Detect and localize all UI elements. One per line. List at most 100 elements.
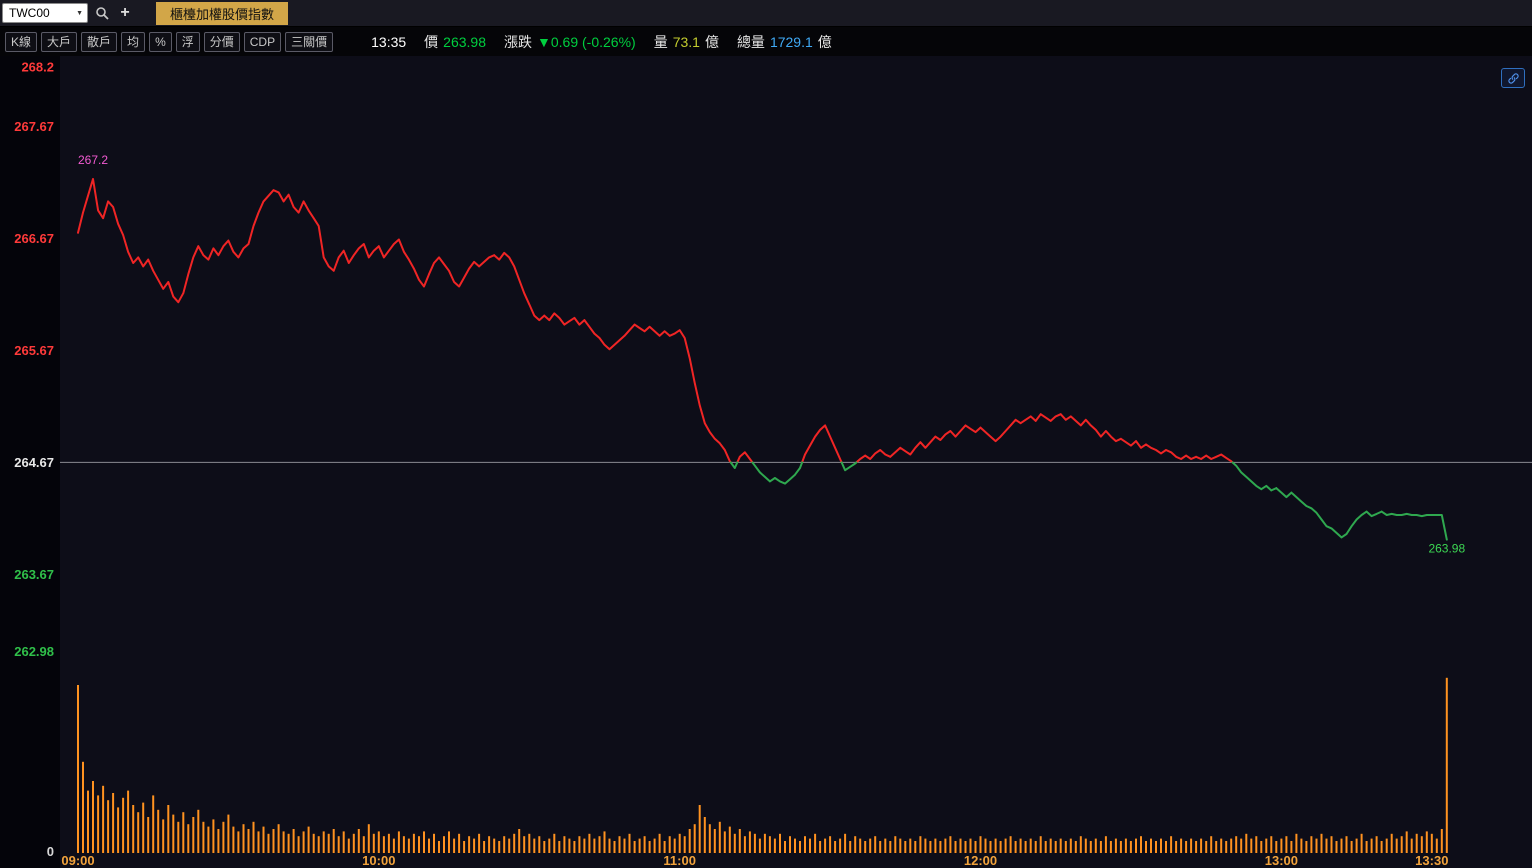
annotation-high: 267.2 bbox=[78, 153, 108, 167]
volume-label: 量 bbox=[653, 33, 668, 50]
volume-bar bbox=[488, 836, 491, 853]
volume-bar bbox=[794, 838, 796, 853]
volume-bar bbox=[127, 790, 130, 853]
volume-bar bbox=[217, 829, 220, 853]
volume-bar bbox=[969, 838, 972, 853]
volume-bar bbox=[1129, 841, 1132, 853]
volume-bar bbox=[1420, 836, 1423, 853]
volume-bar bbox=[979, 836, 982, 853]
volume-bar bbox=[713, 829, 716, 853]
volume-bar bbox=[1330, 836, 1333, 853]
toolbar-button-CDP[interactable]: CDP bbox=[243, 31, 282, 52]
volume-bar bbox=[728, 826, 731, 853]
quote-time: 13:35 bbox=[371, 33, 407, 50]
volume-bar bbox=[77, 685, 79, 853]
volume-bar bbox=[352, 833, 355, 853]
volume-bar bbox=[1400, 836, 1403, 853]
volume-bar bbox=[623, 838, 626, 853]
change-value: ▼0.69 (-0.26%) bbox=[537, 33, 636, 50]
volume-bar bbox=[423, 831, 425, 853]
volume-bar bbox=[473, 838, 476, 853]
volume-bar bbox=[1340, 838, 1343, 853]
volume-bar bbox=[147, 817, 150, 853]
search-icon[interactable] bbox=[93, 3, 111, 23]
volume-bar bbox=[392, 838, 395, 853]
volume-bar bbox=[152, 795, 155, 853]
volume-bar bbox=[232, 826, 235, 853]
symbol-input[interactable]: TWC00 bbox=[9, 6, 50, 20]
volume-bar bbox=[1135, 838, 1137, 853]
volume-bar bbox=[723, 831, 726, 853]
tab-otc-index[interactable]: 櫃檯加權股價指數 bbox=[156, 1, 289, 25]
volume-bar bbox=[122, 797, 125, 853]
price-value: 263.98 bbox=[443, 33, 486, 50]
volume-bar bbox=[1245, 833, 1248, 853]
volume-bar bbox=[653, 838, 656, 853]
volume-bar bbox=[92, 781, 94, 853]
volume-bar bbox=[1410, 838, 1413, 853]
volume-bar bbox=[1054, 841, 1057, 853]
intraday-chart[interactable]: 268.2 267.67 266.67 265.67 264.67 263.67 262.9… bbox=[0, 56, 1532, 868]
volume-bar bbox=[397, 831, 400, 853]
add-button[interactable]: + bbox=[116, 3, 134, 23]
volume-bar bbox=[463, 841, 466, 853]
volume-bar bbox=[1225, 841, 1228, 853]
volume-bar bbox=[362, 836, 365, 853]
volume-bar bbox=[1215, 841, 1218, 853]
symbol-combo[interactable]: TWC00 ▼ bbox=[2, 3, 88, 23]
toolbar-button-%[interactable]: % bbox=[149, 31, 172, 52]
volume-bar bbox=[1024, 841, 1027, 853]
volume-bar bbox=[513, 833, 516, 853]
volume-bar bbox=[598, 836, 601, 853]
volume-bar bbox=[748, 831, 751, 853]
toolbar-button-K線[interactable]: K線 bbox=[5, 31, 38, 52]
toolbar-button-三關價[interactable]: 三關價 bbox=[285, 31, 334, 52]
toolbar-button-浮[interactable]: 浮 bbox=[175, 31, 200, 52]
price-line-down bbox=[729, 461, 1448, 541]
volume-bar bbox=[132, 805, 135, 853]
volume-bar bbox=[1305, 841, 1308, 853]
volume-bar bbox=[242, 824, 245, 853]
volume-bar bbox=[468, 836, 471, 853]
volume-bar bbox=[889, 841, 892, 853]
toolbar-button-均[interactable]: 均 bbox=[121, 31, 146, 52]
toolbar-button-散戶[interactable]: 散戶 bbox=[81, 31, 118, 52]
y-axis-label: 266.67 bbox=[14, 231, 54, 246]
volume-bar bbox=[944, 838, 947, 853]
volume-bar bbox=[949, 836, 952, 853]
volume-bar bbox=[673, 838, 676, 853]
volume-bar bbox=[658, 833, 661, 853]
x-axis-label: 10:00 bbox=[362, 853, 395, 868]
volume-bar bbox=[1175, 841, 1178, 853]
volume-bar bbox=[342, 831, 345, 853]
volume-bar bbox=[573, 841, 576, 853]
volume-bar bbox=[187, 824, 190, 853]
x-axis-label: 13:30 bbox=[1415, 853, 1448, 868]
volume-bar bbox=[387, 833, 390, 853]
volume-bar bbox=[1190, 838, 1193, 853]
volume-bar bbox=[844, 833, 847, 853]
volume-bar bbox=[628, 833, 631, 853]
volume-bar bbox=[1280, 838, 1283, 853]
toolbar-button-分價[interactable]: 分價 bbox=[203, 31, 240, 52]
volume-bar bbox=[372, 833, 375, 853]
toolbar-button-大戶[interactable]: 大戶 bbox=[41, 31, 78, 52]
volume-bar bbox=[287, 833, 290, 853]
volume-bar bbox=[107, 800, 110, 853]
volume-bar bbox=[1255, 836, 1258, 853]
volume-bar bbox=[603, 831, 606, 853]
volume-bar bbox=[257, 831, 260, 853]
volume-bar bbox=[1145, 841, 1147, 853]
volume-bar bbox=[377, 831, 380, 853]
volume-bar bbox=[1104, 836, 1107, 853]
volume-bar bbox=[974, 841, 977, 853]
volume-bar bbox=[1355, 838, 1358, 853]
top-bar: TWC00 ▼ + 櫃檯加權股價指數 bbox=[0, 0, 1532, 27]
chart-area[interactable]: 268.2 267.67 266.67 265.67 264.67 263.67 262.9… bbox=[0, 56, 1532, 868]
chevron-down-icon[interactable]: ▼ bbox=[76, 9, 83, 17]
link-button[interactable] bbox=[1501, 68, 1525, 88]
volume-bar bbox=[1004, 838, 1007, 853]
volume-bar bbox=[608, 838, 611, 853]
volume-bar bbox=[1074, 841, 1077, 853]
volume-bar bbox=[1315, 838, 1318, 853]
